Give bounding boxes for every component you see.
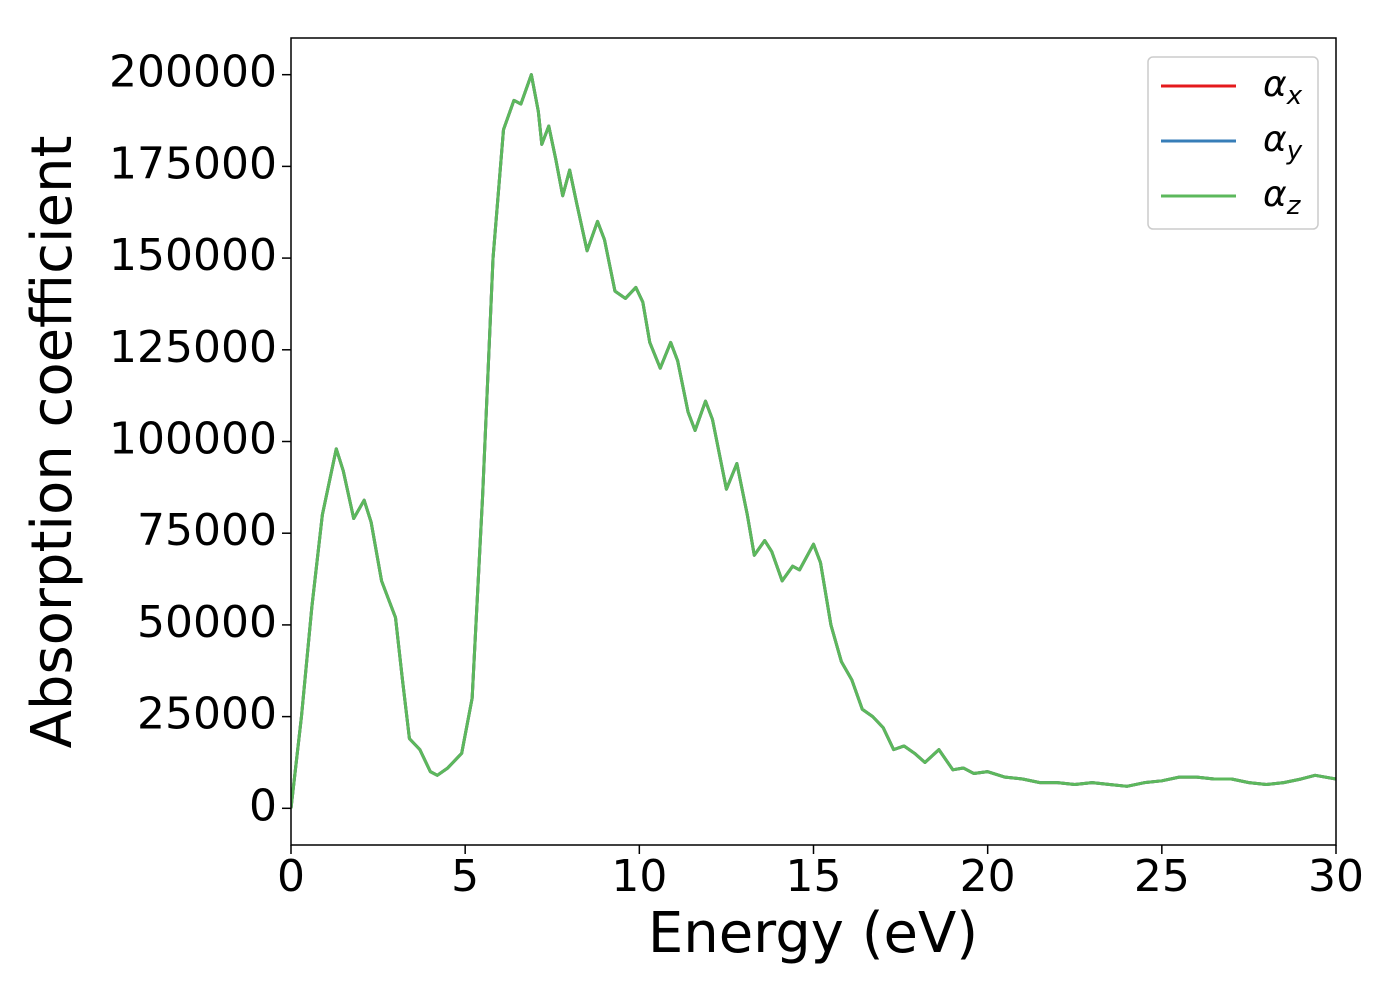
- y-tick-label: 100000: [109, 414, 277, 465]
- x-tick-label: 0: [277, 851, 305, 902]
- data-line: [291, 73, 1336, 809]
- y-tick-label: 150000: [109, 230, 277, 281]
- x-axis-label: Energy (eV): [648, 901, 978, 966]
- x-tick-label: 10: [611, 851, 667, 902]
- x-tick-label: 30: [1308, 851, 1364, 902]
- y-tick-label: 200000: [109, 47, 277, 98]
- y-tick-label: 25000: [137, 689, 277, 740]
- legend-box: [1147, 56, 1319, 230]
- legend-label: αx: [1263, 64, 1303, 111]
- y-tick-label: 175000: [109, 138, 277, 189]
- y-tick-label: 0: [249, 780, 277, 831]
- y-axis-label: Absorption coefficient: [20, 136, 85, 749]
- y-tick-label: 125000: [109, 322, 277, 373]
- x-tick-label: 25: [1134, 851, 1190, 902]
- plot-frame: [290, 37, 1337, 846]
- y-tick-label: 75000: [137, 505, 277, 556]
- y-tick-label: 50000: [137, 597, 277, 648]
- x-tick-label: 5: [451, 851, 479, 902]
- x-tick-label: 20: [960, 851, 1016, 902]
- legend-label: αz: [1263, 174, 1302, 221]
- x-tick-label: 15: [786, 851, 842, 902]
- legend-label: αy: [1263, 119, 1303, 166]
